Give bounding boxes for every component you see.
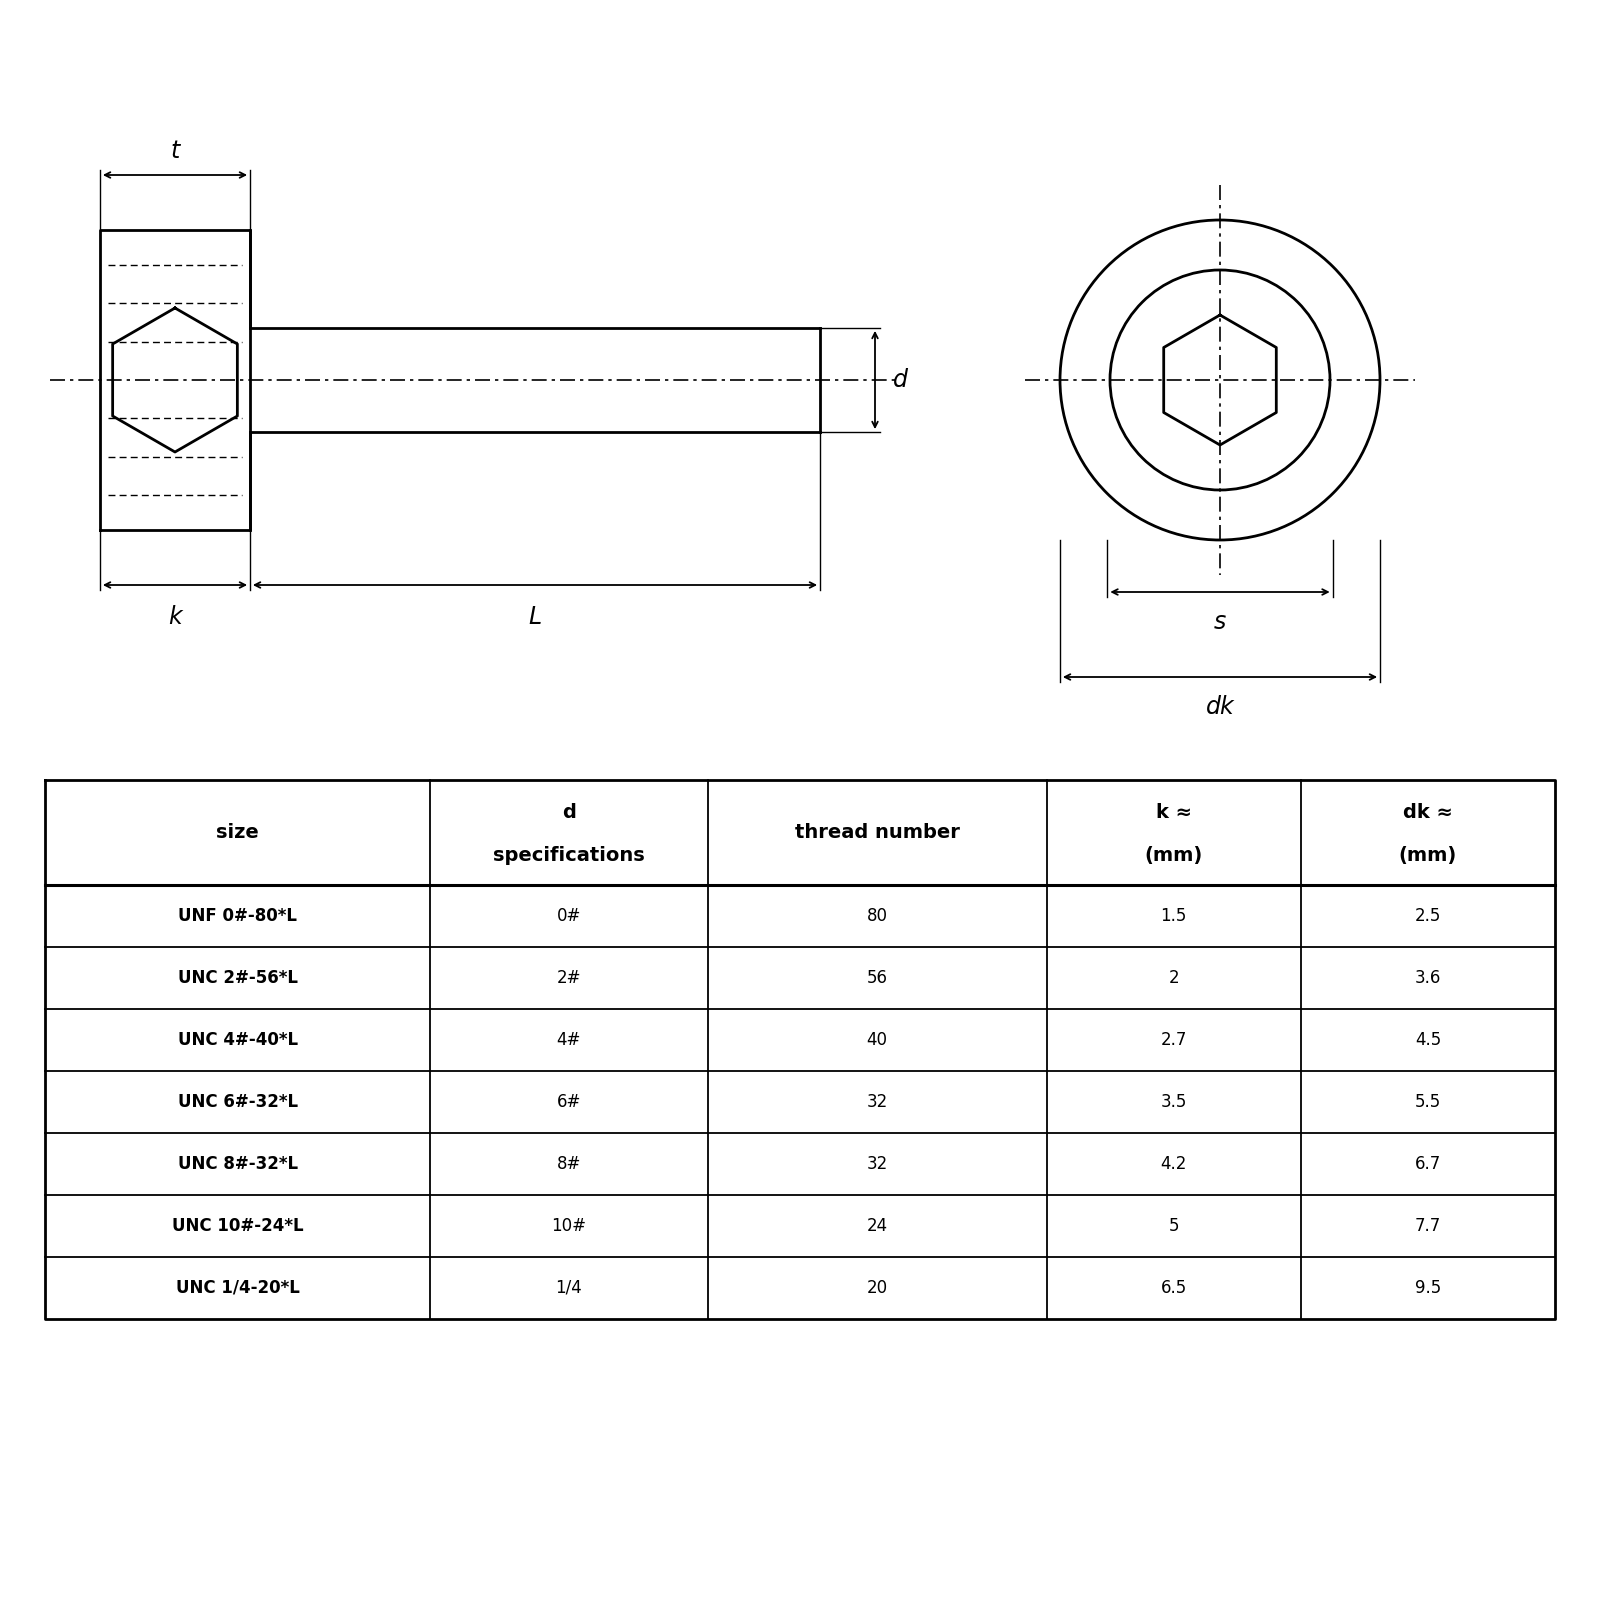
Text: 3.6: 3.6 (1414, 970, 1442, 987)
Text: d: d (562, 803, 576, 821)
Text: (mm): (mm) (1398, 845, 1458, 864)
Text: 1/4: 1/4 (555, 1278, 582, 1298)
Text: 2#: 2# (557, 970, 581, 987)
Text: 4#: 4# (557, 1030, 581, 1050)
Text: 8#: 8# (557, 1155, 581, 1173)
Text: 6.5: 6.5 (1160, 1278, 1187, 1298)
Text: d: d (893, 368, 909, 392)
Text: UNF 0#-80*L: UNF 0#-80*L (178, 907, 298, 925)
Text: UNC 10#-24*L: UNC 10#-24*L (171, 1218, 304, 1235)
Text: s: s (1214, 610, 1226, 634)
Text: 40: 40 (867, 1030, 888, 1050)
Text: UNC 2#-56*L: UNC 2#-56*L (178, 970, 298, 987)
Text: 24: 24 (867, 1218, 888, 1235)
Text: t: t (170, 139, 179, 163)
Text: size: size (216, 822, 259, 842)
Text: dk: dk (1206, 694, 1234, 718)
Text: 32: 32 (867, 1155, 888, 1173)
Text: 9.5: 9.5 (1414, 1278, 1442, 1298)
Text: UNC 8#-32*L: UNC 8#-32*L (178, 1155, 298, 1173)
Text: 2: 2 (1168, 970, 1179, 987)
Text: 0#: 0# (557, 907, 581, 925)
Text: 80: 80 (867, 907, 888, 925)
Text: 10#: 10# (552, 1218, 586, 1235)
Text: UNC 4#-40*L: UNC 4#-40*L (178, 1030, 298, 1050)
Text: thread number: thread number (795, 822, 960, 842)
Text: k ≈: k ≈ (1155, 803, 1192, 821)
Text: UNC 1/4-20*L: UNC 1/4-20*L (176, 1278, 299, 1298)
Text: 5.5: 5.5 (1414, 1093, 1442, 1110)
Text: k: k (168, 605, 182, 629)
Text: L: L (528, 605, 541, 629)
Text: 4.5: 4.5 (1414, 1030, 1442, 1050)
Text: (mm): (mm) (1144, 845, 1203, 864)
Text: 3.5: 3.5 (1160, 1093, 1187, 1110)
Text: 2.5: 2.5 (1414, 907, 1442, 925)
Text: 20: 20 (867, 1278, 888, 1298)
Text: 6#: 6# (557, 1093, 581, 1110)
Text: 7.7: 7.7 (1414, 1218, 1442, 1235)
Text: 2.7: 2.7 (1160, 1030, 1187, 1050)
Text: UNC 6#-32*L: UNC 6#-32*L (178, 1093, 298, 1110)
Text: 56: 56 (867, 970, 888, 987)
Text: 5: 5 (1168, 1218, 1179, 1235)
Text: specifications: specifications (493, 845, 645, 864)
Text: 6.7: 6.7 (1414, 1155, 1442, 1173)
Text: 1.5: 1.5 (1160, 907, 1187, 925)
Text: 32: 32 (867, 1093, 888, 1110)
Text: dk ≈: dk ≈ (1403, 803, 1453, 821)
Text: 4.2: 4.2 (1160, 1155, 1187, 1173)
